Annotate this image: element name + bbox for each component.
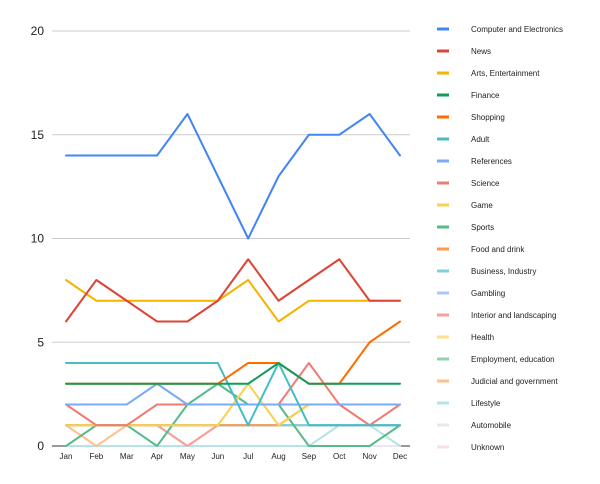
legend-label: Automobile xyxy=(471,421,512,430)
x-tick-label: Dec xyxy=(393,452,407,461)
series-line xyxy=(65,279,401,323)
legend-swatch xyxy=(437,269,449,273)
x-tick-label: May xyxy=(180,452,195,461)
legend-swatch xyxy=(437,247,449,251)
legend-swatch xyxy=(437,181,449,185)
x-tick-label: Oct xyxy=(333,452,346,461)
legend-swatch xyxy=(437,137,449,141)
legend-label: Computer and Electronics xyxy=(471,25,563,34)
series-line xyxy=(65,320,401,385)
legend-swatch xyxy=(437,93,449,97)
legend-label: Gambling xyxy=(471,289,505,298)
legend-label: Science xyxy=(471,179,500,188)
series-line xyxy=(65,362,401,385)
series-line xyxy=(65,424,401,447)
plot-series xyxy=(65,113,401,447)
series-line xyxy=(65,113,401,240)
y-tick-label: 0 xyxy=(37,439,44,453)
series-line xyxy=(65,403,401,427)
legend-label: Judicial and government xyxy=(471,377,558,386)
legend-label: Employment, education xyxy=(471,355,555,364)
legend-swatch xyxy=(437,423,449,427)
legend-swatch xyxy=(437,291,449,295)
legend-label: Food and drink xyxy=(471,245,525,254)
x-axis-ticks: Jan Feb Mar Apr May Jun Jul Aug Sep Oct Nov Dec xyxy=(60,452,408,461)
legend-label: Finance xyxy=(471,91,500,100)
x-tick-label: Apr xyxy=(151,452,164,461)
legend-label: Unknown xyxy=(471,443,504,452)
x-tick-label: Nov xyxy=(363,452,377,461)
legend-label: Arts, Entertainment xyxy=(471,69,540,78)
legend-swatch xyxy=(437,225,449,229)
series-line xyxy=(65,362,401,427)
legend-swatch xyxy=(437,401,449,405)
legend-label: Lifestyle xyxy=(471,399,501,408)
legend-label: References xyxy=(471,157,512,166)
x-tick-label: Aug xyxy=(271,452,285,461)
legend-swatch xyxy=(437,445,449,449)
x-tick-label: Jun xyxy=(211,452,224,461)
legend-label: Shopping xyxy=(471,113,505,122)
legend-label: Business, Industry xyxy=(471,267,536,276)
legend-label: Sports xyxy=(471,223,494,232)
y-tick-label: 5 xyxy=(37,335,44,349)
x-tick-label: Sep xyxy=(302,452,317,461)
legend-swatch xyxy=(437,313,449,317)
y-tick-label: 20 xyxy=(31,24,45,38)
legend-swatch xyxy=(437,203,449,207)
legend-swatch xyxy=(437,71,449,75)
legend-swatch xyxy=(437,27,449,31)
y-tick-label: 15 xyxy=(31,128,45,142)
series-line xyxy=(65,382,401,406)
legend-label: Interior and landscaping xyxy=(471,311,556,320)
legend-swatch xyxy=(437,115,449,119)
series-line xyxy=(65,258,401,323)
legend-label: News xyxy=(471,47,491,56)
legend-label: Health xyxy=(471,333,494,342)
legend-swatch xyxy=(437,159,449,163)
legend-swatch xyxy=(437,335,449,339)
legend-label: Adult xyxy=(471,135,490,144)
x-tick-label: Jan xyxy=(60,452,73,461)
legend-swatch xyxy=(437,49,449,53)
legend-label: Game xyxy=(471,201,493,210)
legend-swatch xyxy=(437,357,449,361)
x-tick-label: Mar xyxy=(120,452,134,461)
series-line xyxy=(65,424,401,447)
y-axis-ticks: 0 5 10 15 20 xyxy=(31,24,45,453)
x-tick-label: Jul xyxy=(243,452,253,461)
legend-swatch xyxy=(437,379,449,383)
x-tick-label: Feb xyxy=(89,452,103,461)
y-tick-label: 10 xyxy=(31,232,45,246)
legend: Computer and Electronics News Arts, Entert… xyxy=(437,25,563,452)
series-line xyxy=(65,424,401,447)
